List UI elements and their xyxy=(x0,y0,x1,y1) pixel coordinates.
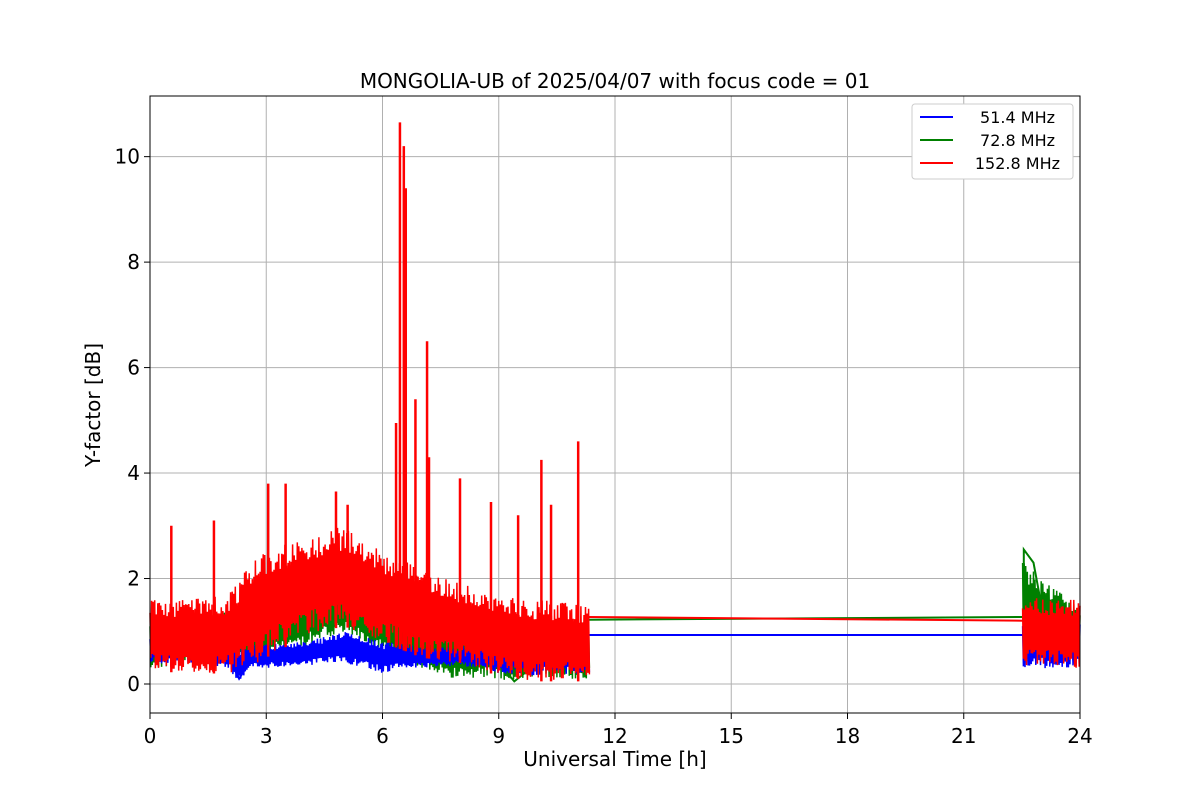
legend-label-152-8: 152.8 MHz xyxy=(975,154,1060,173)
x-tick-label: 0 xyxy=(144,724,157,748)
x-axis-label: Universal Time [h] xyxy=(523,747,706,771)
x-tick-label: 9 xyxy=(492,724,505,748)
chart-title: MONGOLIA-UB of 2025/04/07 with focus cod… xyxy=(360,69,870,93)
series-152-8-mhz xyxy=(149,122,1081,682)
series-152-8-mhz-noise xyxy=(1021,598,1081,668)
y-tick-label: 10 xyxy=(115,145,140,169)
y-axis-label: Y-factor [dB] xyxy=(81,343,105,468)
y-ticks: 0 2 4 6 8 10 xyxy=(115,145,150,696)
x-tick-label: 21 xyxy=(951,724,976,748)
x-tick-label: 15 xyxy=(719,724,744,748)
series-152-8-mhz-noise xyxy=(149,527,591,680)
x-ticks: 0 3 6 9 12 15 18 21 24 xyxy=(144,713,1093,748)
series-152-8-mhz-line xyxy=(587,616,1024,622)
x-tick-label: 24 xyxy=(1067,724,1092,748)
y-tick-label: 8 xyxy=(127,250,140,274)
legend-label-72-8: 72.8 MHz xyxy=(980,131,1055,150)
y-tick-label: 0 xyxy=(127,672,140,696)
legend-box xyxy=(911,103,1074,180)
legend: 51.4 MHz 72.8 MHz 152.8 MHz xyxy=(911,103,1074,180)
y-tick-label: 6 xyxy=(127,356,140,380)
x-tick-label: 12 xyxy=(602,724,627,748)
x-tick-label: 3 xyxy=(260,724,273,748)
y-tick-label: 2 xyxy=(127,567,140,591)
plot-data xyxy=(149,122,1081,683)
y-tick-label: 4 xyxy=(127,461,140,485)
x-tick-label: 6 xyxy=(376,724,389,748)
legend-label-51-4: 51.4 MHz xyxy=(980,108,1055,127)
x-tick-label: 18 xyxy=(835,724,860,748)
